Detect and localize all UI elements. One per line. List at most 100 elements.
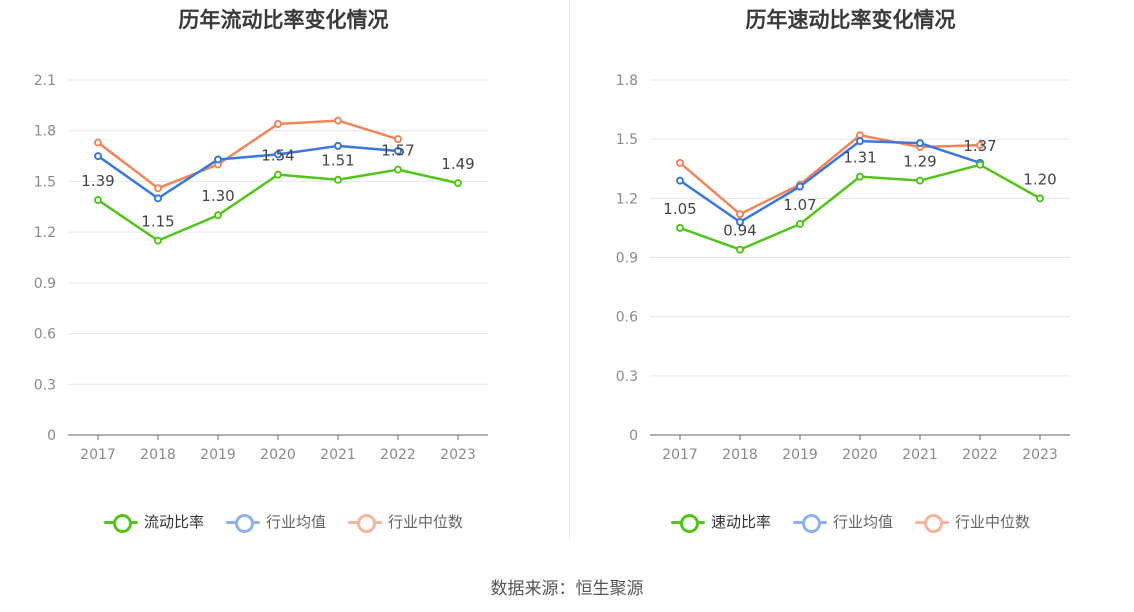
data-label: 1.54 bbox=[261, 147, 294, 165]
data-point bbox=[676, 223, 684, 232]
data-label: 1.07 bbox=[783, 196, 816, 214]
x-tick-label: 2023 bbox=[440, 447, 476, 463]
data-point bbox=[154, 236, 162, 245]
x-tick-label: 2018 bbox=[722, 447, 758, 463]
legend-item[interactable]: 行业中位数 bbox=[915, 511, 1030, 533]
divider bbox=[569, 0, 570, 540]
data-point bbox=[736, 210, 744, 219]
legend-label: 速动比率 bbox=[710, 513, 771, 531]
chart-title: 历年速动比率变化情况 bbox=[745, 8, 956, 32]
data-source: 数据来源：恒生聚源 bbox=[490, 579, 644, 599]
legend-marker bbox=[234, 513, 254, 533]
x-tick-label: 2021 bbox=[902, 447, 938, 463]
data-point bbox=[394, 165, 402, 174]
data-label: 1.49 bbox=[441, 155, 474, 173]
data-label: 1.51 bbox=[321, 152, 354, 170]
data-point bbox=[334, 116, 342, 125]
data-label: 1.29 bbox=[903, 153, 936, 171]
data-point bbox=[736, 218, 744, 226]
legend-item[interactable]: 行业中位数 bbox=[348, 511, 464, 533]
y-tick-label: 0.3 bbox=[616, 369, 638, 385]
x-tick-label: 2021 bbox=[320, 447, 356, 463]
x-tick-label: 2017 bbox=[80, 447, 116, 463]
quick-ratio-chart: 历年速动比率变化情况 0 0.3 0.6 0.9 1.2 1.5 1.8 2017 2018 20… bbox=[567, 0, 1134, 560]
y-tick-label: 0.9 bbox=[34, 276, 56, 292]
legend-item[interactable]: 行业均值 bbox=[792, 511, 893, 533]
x-tick-label: 2017 bbox=[662, 447, 698, 463]
legend-line-icon bbox=[348, 513, 382, 533]
legend-item[interactable]: 速动比率 bbox=[670, 511, 771, 533]
y-tick-label: 0 bbox=[47, 428, 56, 444]
data-point bbox=[976, 141, 984, 150]
data-point bbox=[1036, 194, 1044, 203]
y-tick-label: 1.2 bbox=[616, 191, 638, 207]
x-tick-label: 2018 bbox=[140, 447, 176, 463]
current-ratio-chart: 历年流动比率变化情况 0 0.3 0.6 0.9 1.2 1.5 1.8 2.1 2017 201… bbox=[0, 0, 567, 560]
data-label: 1.05 bbox=[663, 200, 696, 218]
y-tick-label: 0.6 bbox=[616, 310, 638, 326]
data-point bbox=[676, 176, 684, 185]
legend-item[interactable]: 行业均值 bbox=[225, 511, 326, 533]
legend-marker bbox=[679, 513, 699, 533]
data-label: 1.20 bbox=[1023, 170, 1056, 188]
data-label: 1.30 bbox=[201, 187, 234, 205]
data-label: 1.15 bbox=[141, 213, 174, 231]
legend-line-icon bbox=[670, 513, 705, 533]
legend-marker bbox=[112, 513, 132, 533]
y-tick-label: 1.5 bbox=[34, 174, 56, 190]
x-tick-label: 2020 bbox=[260, 447, 296, 463]
legend-label: 行业均值 bbox=[265, 513, 326, 531]
legend-label: 流动比率 bbox=[143, 513, 204, 531]
legend-label: 行业中位数 bbox=[388, 513, 464, 531]
series-line bbox=[97, 144, 399, 200]
data-point bbox=[334, 141, 342, 150]
data-point bbox=[736, 245, 744, 254]
y-tick-label: 0.6 bbox=[34, 327, 56, 343]
data-point bbox=[394, 147, 402, 155]
data-label: 1.37 bbox=[963, 137, 996, 155]
data-label: 1.31 bbox=[843, 149, 876, 167]
data-label: 0.94 bbox=[723, 222, 756, 240]
x-tick-label: 2019 bbox=[200, 447, 236, 463]
plot-area: 0 0.3 0.6 0.9 1.2 1.5 1.8 2.1 2017 2018 2019 2020 20… bbox=[34, 73, 488, 463]
data-point bbox=[154, 194, 162, 203]
legend-marker bbox=[357, 513, 376, 533]
data-point bbox=[154, 184, 162, 193]
data-label: 1.57 bbox=[381, 142, 414, 160]
series-line bbox=[97, 119, 399, 190]
data-point bbox=[94, 152, 102, 161]
data-point bbox=[274, 119, 282, 128]
y-tick-label: 1.2 bbox=[34, 225, 56, 241]
data-point bbox=[454, 179, 462, 188]
data-label: 1.39 bbox=[81, 172, 114, 190]
legend-marker bbox=[801, 513, 821, 533]
plot-area: 0 0.3 0.6 0.9 1.2 1.5 1.8 2017 2018 2019 2020 2021 2… bbox=[616, 73, 1070, 463]
legend-line-icon bbox=[792, 513, 827, 533]
x-tick-label: 2023 bbox=[1022, 447, 1058, 463]
legend-marker bbox=[924, 513, 943, 533]
x-tick-label: 2020 bbox=[842, 447, 878, 463]
series-line bbox=[679, 139, 981, 224]
legend-item[interactable]: 流动比率 bbox=[103, 511, 204, 533]
x-tick-label: 2022 bbox=[962, 447, 998, 463]
y-tick-label: 1.8 bbox=[616, 73, 638, 89]
data-point bbox=[94, 196, 102, 205]
data-point bbox=[856, 172, 864, 181]
data-point bbox=[94, 138, 102, 147]
legend-line-icon bbox=[915, 513, 949, 533]
y-tick-label: 1.8 bbox=[34, 124, 56, 140]
legend-label: 行业均值 bbox=[832, 513, 893, 531]
y-tick-label: 1.5 bbox=[616, 132, 638, 148]
y-tick-label: 0 bbox=[629, 428, 638, 444]
data-point bbox=[796, 182, 804, 191]
y-tick-label: 0.3 bbox=[34, 377, 56, 393]
x-tick-label: 2022 bbox=[380, 447, 416, 463]
data-point bbox=[274, 170, 282, 179]
data-point bbox=[796, 219, 804, 228]
legend: 流动比率 行业均值 行业中位数 bbox=[0, 511, 567, 533]
y-tick-label: 0.9 bbox=[616, 251, 638, 267]
y-tick-label: 2.1 bbox=[34, 73, 56, 89]
legend: 速动比率 行业均值 行业中位数 bbox=[567, 511, 1134, 533]
data-point bbox=[916, 176, 924, 185]
data-point bbox=[334, 175, 342, 184]
